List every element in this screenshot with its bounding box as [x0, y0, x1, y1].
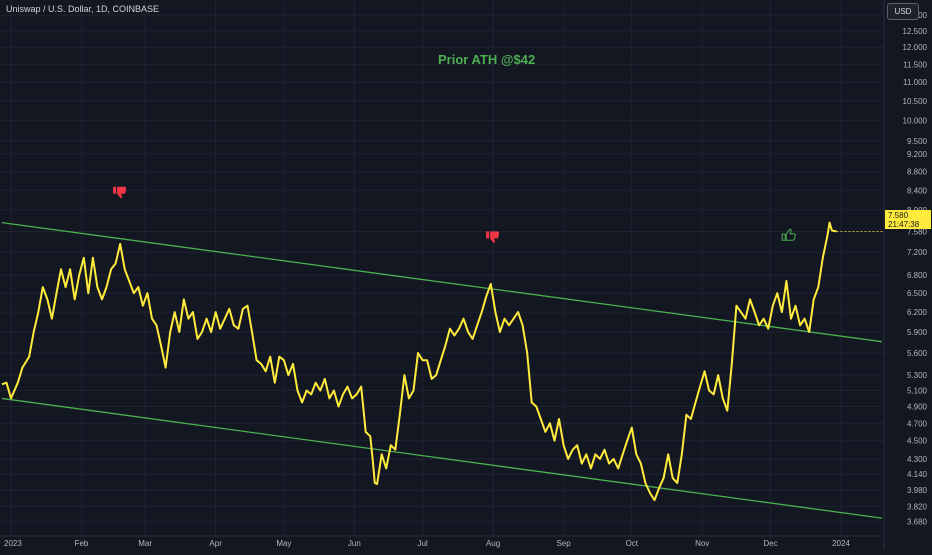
x-tick-label: 2024 — [832, 539, 850, 548]
y-tick-label: 4.900 — [907, 403, 928, 412]
thumbs-up-icon[interactable] — [781, 228, 796, 241]
x-tick-label: May — [276, 539, 291, 548]
currency-button[interactable]: USD — [887, 3, 919, 20]
y-tick-label: 8.800 — [907, 168, 928, 177]
x-tick-label: Aug — [486, 539, 500, 548]
symbol-title: Uniswap / U.S. Dollar, 1D, COINBASE — [6, 4, 160, 14]
ath-annotation: Prior ATH @$42 — [438, 52, 536, 67]
x-tick-label: Nov — [695, 539, 709, 548]
y-tick-label: 9.500 — [907, 137, 928, 146]
y-tick-label: 6.800 — [907, 271, 928, 280]
y-tick-label: 8.400 — [907, 186, 928, 195]
y-tick-label: 5.300 — [907, 371, 928, 380]
y-tick-label: 3.820 — [907, 502, 928, 511]
y-tick-label: 3.680 — [907, 517, 928, 526]
y-tick-label: 11.500 — [903, 60, 927, 69]
y-tick-label: 3.980 — [907, 486, 928, 495]
y-tick-label: 4.300 — [907, 455, 928, 464]
thumbs-down-icon[interactable] — [486, 231, 500, 243]
y-tick-label: 4.700 — [907, 419, 928, 428]
thumbs-down-icon[interactable] — [113, 186, 127, 199]
last-price-label: 7.580 21:47:38 — [885, 210, 931, 229]
y-tick-label: 10.000 — [903, 116, 928, 125]
x-tick-label: Apr — [209, 539, 222, 548]
x-tick-label: Oct — [626, 539, 639, 548]
y-tick-label: 11.000 — [903, 78, 927, 87]
y-tick-label: 4.140 — [907, 470, 928, 479]
y-tick-label: 6.500 — [907, 289, 928, 298]
channel-lower-line — [1, 397, 883, 519]
x-tick-label: Dec — [763, 539, 777, 548]
last-price-value: 7.580 — [888, 211, 909, 220]
channel-upper-line — [1, 221, 883, 343]
y-tick-label: 5.600 — [907, 349, 928, 358]
y-tick-label: 10.500 — [903, 97, 928, 106]
y-tick-label: 6.200 — [907, 308, 928, 317]
x-tick-label: Sep — [556, 539, 571, 548]
x-tick-label: Mar — [138, 539, 152, 548]
x-tick-label: 2023 — [4, 539, 22, 548]
x-tick-label: Feb — [75, 539, 89, 548]
y-tick-label: 5.900 — [907, 328, 928, 337]
y-tick-label: 4.500 — [907, 437, 928, 446]
price-line[interactable] — [1, 221, 837, 502]
y-tick-label: 9.200 — [907, 150, 928, 159]
bar-countdown: 21:47:38 — [888, 220, 920, 229]
x-tick-label: Jul — [417, 539, 427, 548]
y-tick-label: 12.500 — [903, 27, 928, 36]
y-tick-label: 12.000 — [903, 43, 928, 52]
x-tick-label: Jun — [348, 539, 361, 548]
y-tick-label: 5.100 — [907, 386, 928, 395]
y-tick-label: 7.580 — [907, 228, 928, 237]
y-tick-label: 7.200 — [907, 248, 928, 257]
